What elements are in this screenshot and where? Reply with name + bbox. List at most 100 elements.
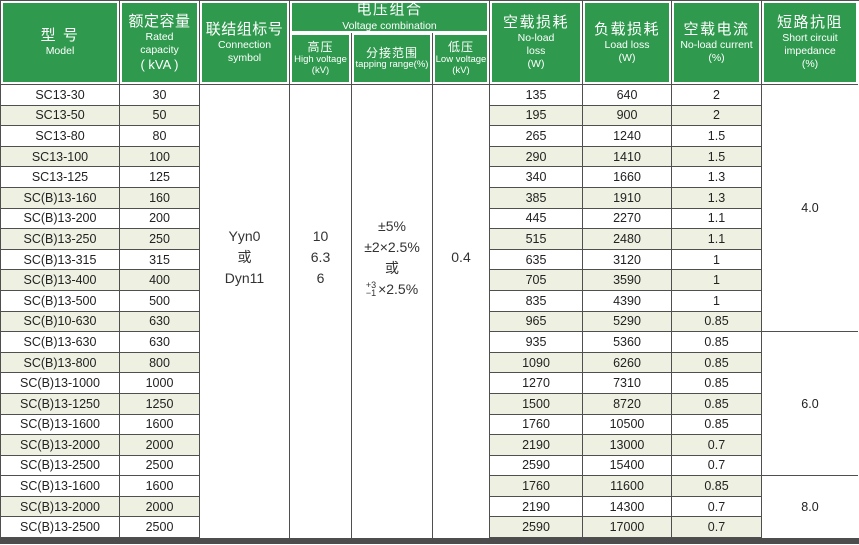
cell-capacity: 125: [120, 167, 200, 188]
cell-model: SC(B)13-1000: [1, 373, 120, 394]
cell-no-load-loss: 340: [490, 167, 583, 188]
cell-no-load-loss: 965: [490, 311, 583, 333]
impedance-section-2: 6.0: [762, 332, 858, 477]
header-lv-zh: 低压: [447, 40, 474, 55]
header-nll-box: 空载损耗 No-load loss (W): [492, 3, 580, 82]
header-high-voltage: 高压 High voltage (kV): [290, 33, 352, 85]
header-voltage-group-box: 电压组合 Voltage combination: [292, 1, 487, 32]
cell-no-load-current: 0.7: [672, 517, 762, 539]
header-low-voltage: 低压 Low voltage (kV): [433, 33, 490, 85]
header-nlc-zh: 空载电流: [683, 20, 750, 38]
hv-line: 6: [316, 270, 325, 287]
header-nll-en1: No-load: [517, 32, 555, 45]
cell-load-loss: 2270: [583, 208, 672, 230]
cell-no-load-current: 1.5: [672, 126, 762, 147]
cell-model: SC(B)13-1600: [1, 414, 120, 436]
cell-no-load-loss: 195: [490, 105, 583, 127]
header-capacity-en2: capacity: [140, 43, 179, 56]
header-load-loss: 负载损耗 Load loss (W): [583, 1, 672, 85]
cell-load-loss: 4390: [583, 290, 672, 312]
cell-no-load-current: 0.85: [672, 373, 762, 394]
header-hv-en: High voltage: [294, 53, 347, 65]
cell-model: SC(B)13-2500: [1, 517, 120, 539]
cell-load-loss: 1910: [583, 187, 672, 209]
header-nll-unit: (W): [527, 58, 545, 71]
cell-no-load-current: 0.85: [672, 414, 762, 436]
bottom-border-bar: [0, 538, 859, 545]
cell-load-loss: 17000: [583, 517, 672, 539]
header-ll-en: Load loss: [604, 38, 650, 51]
cell-capacity: 30: [120, 85, 200, 106]
cell-load-loss: 15400: [583, 455, 672, 477]
cell-no-load-current: 0.85: [672, 476, 762, 497]
header-low-voltage-box: 低压 Low voltage (kV): [435, 35, 487, 82]
cell-model: SC(B)13-500: [1, 290, 120, 312]
header-capacity-box: 额定容量 Rated capacity ( kVA ): [122, 3, 197, 82]
tap-sup: +3: [365, 280, 377, 291]
cell-no-load-current: 0.85: [672, 311, 762, 333]
cell-capacity: 2500: [120, 517, 200, 539]
cell-load-loss: 8720: [583, 393, 672, 415]
cell-model: SC13-100: [1, 146, 120, 168]
header-no-load-loss: 空载损耗 No-load loss (W): [490, 1, 583, 85]
cell-no-load-current: 0.85: [672, 332, 762, 353]
header-tapping-box: 分接范围 tapping range(%): [354, 35, 430, 82]
impedance-section-1: 4.0: [762, 85, 858, 333]
cell-no-load-loss: 135: [490, 85, 583, 106]
cell-no-load-current: 1.3: [672, 187, 762, 209]
cell-no-load-loss: 445: [490, 208, 583, 230]
header-imp-zh: 短路抗阻: [776, 14, 843, 32]
header-lv-en: Low voltage: [435, 53, 487, 65]
cell-load-loss: 7310: [583, 373, 672, 394]
cell-load-loss: 3120: [583, 249, 672, 271]
cell-no-load-loss: 1760: [490, 414, 583, 436]
cell-no-load-loss: 1090: [490, 352, 583, 374]
cell-no-load-loss: 2590: [490, 517, 583, 539]
cell-model: SC(B)13-250: [1, 229, 120, 250]
cell-no-load-loss: 265: [490, 126, 583, 147]
merged-low-voltage-cell: 0.4: [433, 85, 490, 539]
merged-high-voltage-cell: 10 6.3 6: [290, 85, 352, 539]
cell-no-load-loss: 2190: [490, 496, 583, 518]
tap-line-1: ±5%: [378, 217, 406, 234]
tap-line-3: 或: [385, 259, 399, 276]
cell-model: SC(B)13-630: [1, 332, 120, 353]
header-model-box: 型 号 Model: [3, 3, 117, 82]
header-nlc-unit: (%): [708, 51, 725, 64]
cell-no-load-loss: 385: [490, 187, 583, 209]
header-lv-unit: (kV): [452, 64, 470, 76]
cell-no-load-current: 0.85: [672, 352, 762, 374]
cell-model: SC(B)13-200: [1, 208, 120, 230]
header-impedance: 短路抗阻 Short circuit impedance (%): [762, 1, 858, 85]
cell-model: SC13-80: [1, 126, 120, 147]
cell-no-load-current: 2: [672, 105, 762, 127]
header-connection-en1: Connection: [217, 38, 272, 51]
header-model-zh: 型 号: [40, 26, 80, 44]
cell-load-loss: 11600: [583, 476, 672, 497]
cell-model: SC(B)13-2000: [1, 496, 120, 518]
cell-capacity: 50: [120, 105, 200, 127]
cell-capacity: 315: [120, 249, 200, 271]
cell-load-loss: 14300: [583, 496, 672, 518]
cell-no-load-current: 1: [672, 290, 762, 312]
cell-no-load-loss: 2590: [490, 455, 583, 477]
header-ll-box: 负载损耗 Load loss (W): [585, 3, 669, 82]
cell-model: SC(B)13-315: [1, 249, 120, 271]
connection-line: Dyn11: [224, 270, 265, 287]
cell-no-load-loss: 2190: [490, 435, 583, 456]
cell-model: SC(B)10-630: [1, 311, 120, 333]
header-capacity-zh: 额定容量: [128, 12, 191, 30]
cell-no-load-current: 1.1: [672, 208, 762, 230]
cell-capacity: 2500: [120, 455, 200, 477]
cell-capacity: 250: [120, 229, 200, 250]
cell-no-load-current: 0.85: [672, 393, 762, 415]
cell-model: SC13-50: [1, 105, 120, 127]
header-imp-box: 短路抗阻 Short circuit impedance (%): [764, 3, 856, 82]
header-capacity-unit: ( kVA ): [140, 56, 179, 72]
header-imp-en1: Short circuit: [782, 32, 838, 45]
cell-capacity: 160: [120, 187, 200, 209]
cell-no-load-current: 1.5: [672, 146, 762, 168]
header-imp-unit: (%): [801, 58, 819, 71]
cell-capacity: 1600: [120, 414, 200, 436]
cell-no-load-loss: 515: [490, 229, 583, 250]
